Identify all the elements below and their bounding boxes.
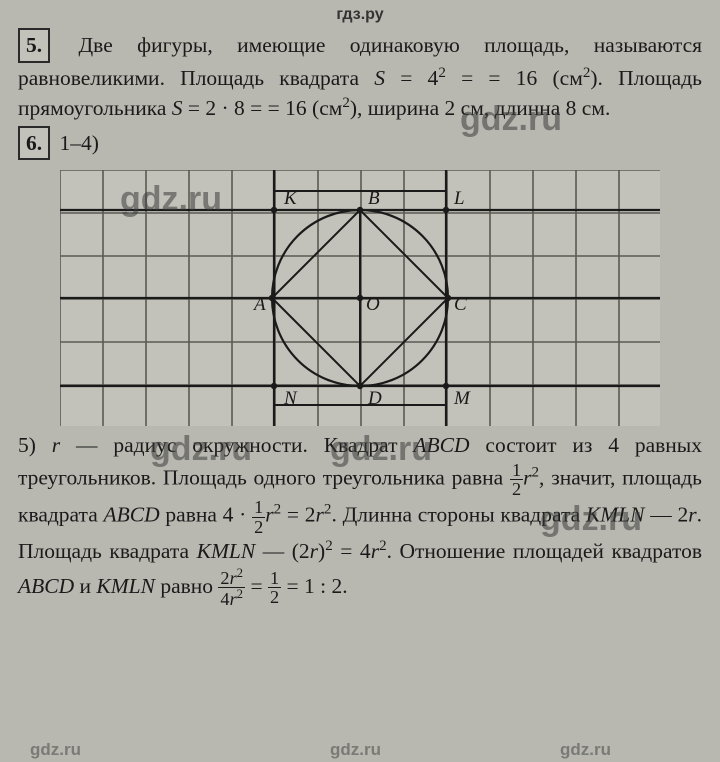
svg-text:L: L xyxy=(453,188,465,209)
site-header: гдз.ру xyxy=(0,0,720,26)
svg-text:C: C xyxy=(454,294,467,315)
watermark-small: gdz.ru xyxy=(560,740,611,760)
svg-text:N: N xyxy=(283,388,298,409)
page: гдз.ру 5. Две фигуры, имеющие одинаковую… xyxy=(0,0,720,762)
p6-5-intro: 5) xyxy=(18,433,52,457)
svg-text:M: M xyxy=(453,388,471,409)
fraction-half: 12 xyxy=(268,569,281,607)
problem-5-text: Две фигуры, имеющие одинаковую площадь, … xyxy=(18,33,702,120)
svg-text:D: D xyxy=(367,388,382,409)
problem-6-label: 1–4) xyxy=(60,131,99,155)
problem-6-part5: 5) r — радиус окружности. Квадрат ABCD с… xyxy=(0,430,720,608)
svg-text:K: K xyxy=(283,188,298,209)
svg-text:O: O xyxy=(366,294,380,315)
problem-5: 5. Две фигуры, имеющие одинаковую площад… xyxy=(0,28,720,124)
problem-6-number: 6. xyxy=(18,126,50,161)
svg-text:A: A xyxy=(252,294,266,315)
geometry-figure: K B L A O C N D M xyxy=(60,170,660,426)
watermark-small: gdz.ru xyxy=(330,740,381,760)
problem-6-header: 6. 1–4) xyxy=(0,126,720,161)
figure-wrap: K B L A O C N D M xyxy=(0,170,720,426)
fraction-half-r2: 12 xyxy=(510,461,523,499)
watermark-small: gdz.ru xyxy=(30,740,81,760)
svg-text:B: B xyxy=(368,188,380,209)
problem-5-number: 5. xyxy=(18,28,50,63)
fraction-2r2-4r2: 2r24r2 xyxy=(218,567,245,609)
fraction-half-r2-b: 12 xyxy=(252,498,265,536)
